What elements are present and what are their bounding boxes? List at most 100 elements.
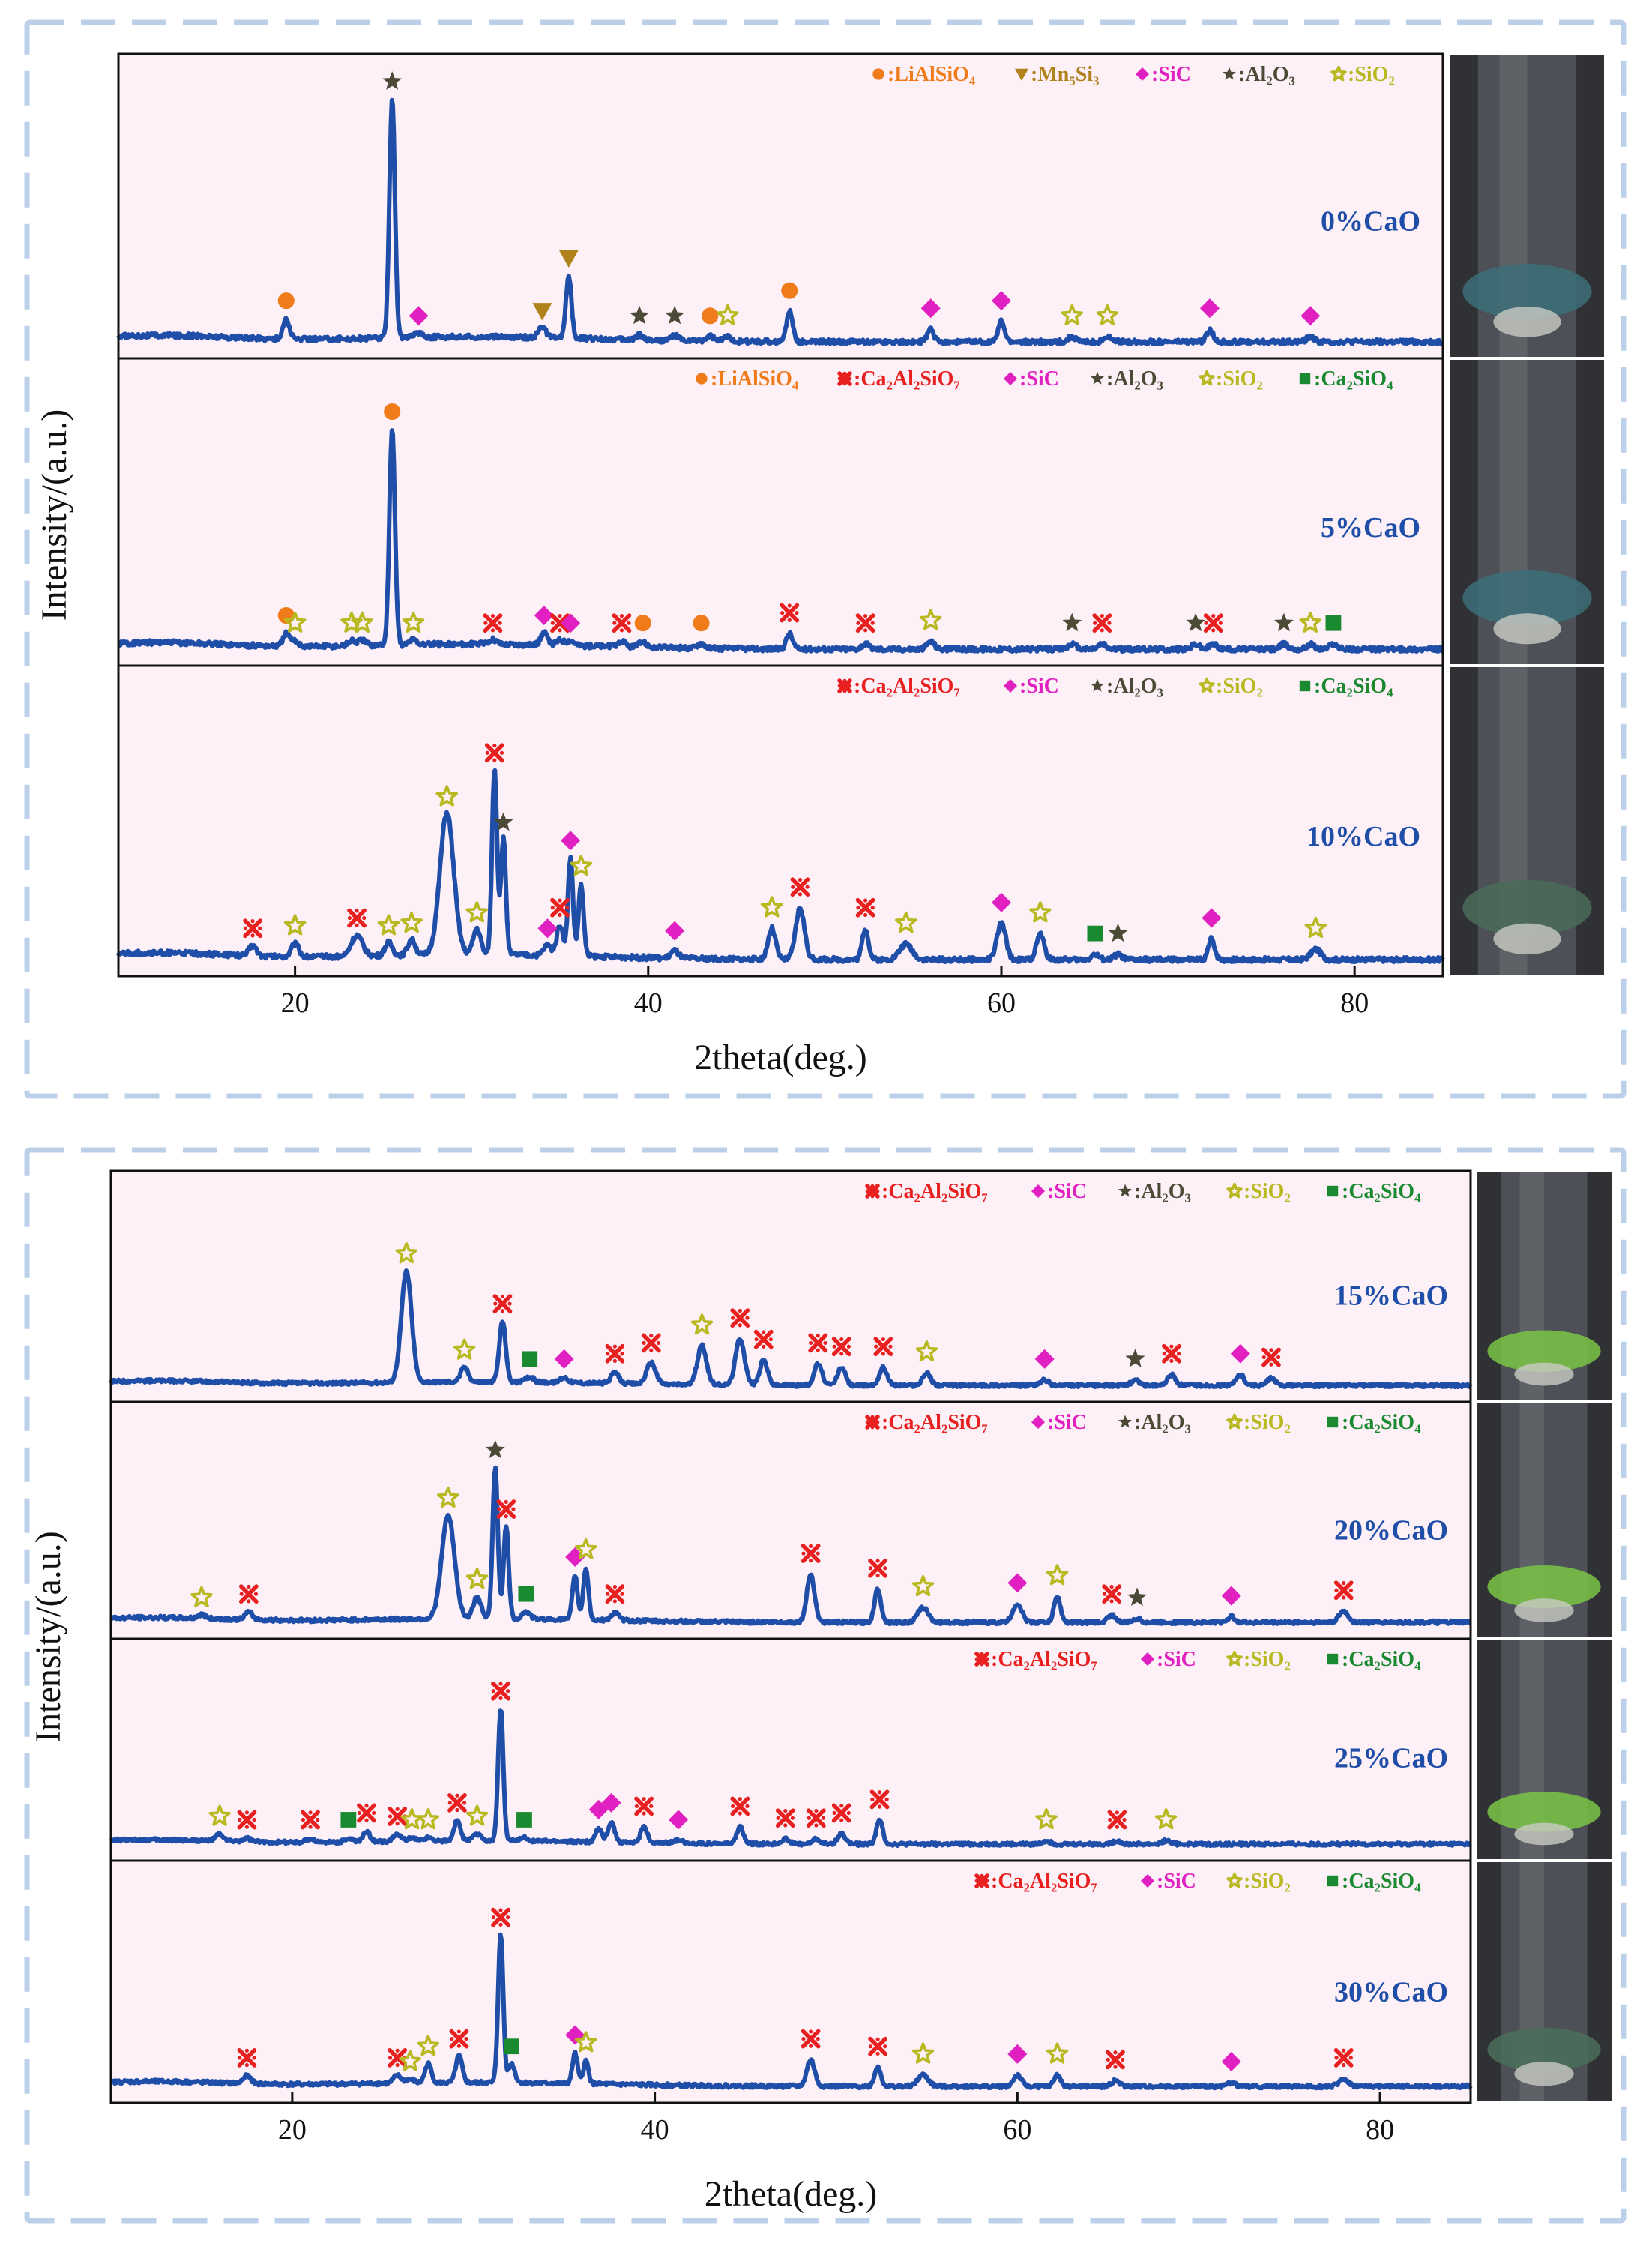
peak-marker-diamond	[1300, 306, 1321, 326]
peak-marker-cross-mark	[801, 2029, 821, 2049]
panel-background	[118, 54, 1443, 358]
legend-marker-diamond	[1031, 1184, 1045, 1198]
peak-marker-star	[630, 305, 649, 325]
legend-item-diamond: :SiC	[1031, 1180, 1087, 1203]
x-tick-label: 80	[1340, 987, 1369, 1019]
legend-label: :SiC	[1157, 1870, 1196, 1893]
legend-marker-star-open	[1226, 1650, 1243, 1667]
peak-marker-cross-mark	[1203, 613, 1223, 633]
peak-marker-cross-mark	[491, 1907, 510, 1927]
legend-item-star: :Al₂O₃	[1091, 675, 1163, 698]
peak-marker-star	[1127, 1587, 1147, 1607]
legend-marker-star	[1223, 67, 1236, 80]
legend-marker-diamond	[1136, 67, 1149, 81]
lower-group-frame	[24, 1147, 1627, 2224]
peak-marker-diamond	[409, 306, 429, 326]
peak-marker-cross-mark	[1092, 613, 1112, 633]
legend-marker-cross-mark	[865, 1184, 880, 1199]
legend-marker-star-open	[1226, 1872, 1243, 1888]
peak-marker-star	[382, 71, 403, 90]
peak-marker-cross-mark	[1333, 1580, 1354, 1601]
peak-marker-star-open	[190, 1586, 213, 1607]
legend-label: :SiO₂	[1243, 1180, 1291, 1203]
legend-item-star: :Al₂O₃	[1091, 367, 1163, 391]
legend-marker-cross-mark	[974, 1873, 989, 1888]
peak-marker-star-open	[453, 1338, 476, 1360]
peak-marker-cross-mark	[483, 613, 503, 633]
x-axis-title: 2theta(deg.)	[705, 2174, 878, 2214]
y-axis-title: Intensity/(a.u.)	[28, 1531, 68, 1743]
legend-marker-triangle-down	[1015, 68, 1028, 81]
peak-marker-cross-mark	[492, 1294, 513, 1313]
peak-marker-star-open	[399, 2050, 421, 2071]
legend-marker-star-open	[1226, 1413, 1243, 1430]
legend-item-cross-mark: :Ca₂Al₂SiO₇	[837, 675, 960, 698]
xrd-trace-10%CaO	[116, 768, 1445, 965]
legend-marker-diamond	[1004, 679, 1017, 693]
legend-marker-star-open	[1330, 65, 1347, 82]
legend-item-star-open: :SiO₂	[1199, 367, 1263, 391]
legend-item-star-open: :SiO₂	[1199, 675, 1263, 698]
peak-marker-star	[665, 305, 685, 325]
legend-label: :Al₂O₃	[1134, 1180, 1191, 1203]
legend-marker-square	[1327, 1875, 1339, 1887]
peak-marker-star	[485, 1439, 505, 1459]
peak-marker-star-open	[402, 611, 425, 633]
legend-item-diamond: :SiC	[1004, 675, 1059, 698]
panel-background	[111, 1861, 1471, 2103]
legend-label: :Ca₂SiO₄	[1314, 367, 1393, 391]
peak-marker-star-open	[437, 1486, 459, 1508]
y-axis-title: Intensity/(a.u.)	[34, 409, 74, 621]
peak-marker-cross-mark	[496, 1499, 516, 1519]
legend-label: :Ca₂Al₂SiO₇	[881, 1411, 988, 1434]
peak-marker-star-open	[920, 609, 942, 630]
legend-item-cross-mark: :Ca₂Al₂SiO₇	[974, 1870, 1097, 1893]
legend-item-circle: :LiAlSiO₄	[696, 367, 799, 391]
legend-item-star-open: :SiO₂	[1226, 1411, 1291, 1434]
legend-label: :SiC	[1151, 63, 1191, 86]
legend-label: :Ca₂SiO₄	[1342, 1870, 1421, 1893]
legend-item-diamond: :SiC	[1136, 63, 1191, 86]
legend-marker-star-open	[1199, 677, 1215, 693]
legend-marker-circle	[696, 373, 708, 385]
x-tick-label: 20	[281, 987, 310, 1019]
peak-marker-star	[493, 812, 513, 831]
peak-marker-cross-mark	[1162, 1343, 1181, 1364]
peak-marker-star	[1062, 612, 1082, 632]
legend-marker-square	[1299, 680, 1311, 692]
peak-marker-star	[1274, 612, 1294, 632]
legend-label: :Ca₂SiO₄	[1342, 1411, 1421, 1434]
peak-marker-cross-mark	[301, 1810, 320, 1830]
x-tick-label: 20	[278, 2114, 307, 2146]
peak-marker-square	[1325, 615, 1342, 631]
peak-marker-star	[1125, 1349, 1145, 1367]
xrd-panel-0%CaO: 0%CaO:LiAlSiO₄:Mn₅Si₃:SiC:Al₂O₃:SiO₂	[116, 52, 1444, 360]
peak-marker-cross-mark	[1106, 2050, 1125, 2070]
legend-item-square: :Ca₂SiO₄	[1327, 1411, 1421, 1434]
peak-marker-star-open	[465, 1804, 489, 1826]
legend-item-square: :Ca₂SiO₄	[1327, 1870, 1421, 1893]
legend-label: :LiAlSiO₄	[711, 367, 799, 391]
legend-label: :SiC	[1157, 1648, 1196, 1671]
legend-label: :SiC	[1047, 1180, 1087, 1203]
xrd-panel-15%CaO: 15%CaO:Ca₂Al₂SiO₇:SiC:Al₂O₃:SiO₂:Ca₂SiO₄	[109, 1169, 1473, 1403]
legend: :Ca₂Al₂SiO₇ :SiC :SiO₂ :Ca₂SiO₄	[974, 1870, 1421, 1893]
peak-marker-square	[516, 1812, 532, 1828]
peak-marker-triangle-down	[558, 250, 579, 268]
sample-label: 10%CaO	[1306, 821, 1420, 852]
x-tick-label: 40	[641, 2114, 669, 2146]
peak-marker-triangle-down	[532, 303, 552, 321]
legend-marker-star	[1118, 1415, 1132, 1428]
legend-item-diamond: :SiC	[1031, 1411, 1087, 1434]
peak-marker-cross-mark	[447, 1792, 467, 1813]
legend-marker-diamond	[1004, 372, 1017, 385]
sample-photo	[1450, 667, 1604, 975]
peak-marker-diamond	[561, 613, 581, 633]
legend-label: :SiO₂	[1243, 1870, 1291, 1893]
peak-marker-cross-mark	[801, 1544, 821, 1563]
legend-label: :SiC	[1019, 675, 1059, 698]
peak-marker-cross-mark	[484, 743, 504, 763]
peak-marker-diamond	[601, 1792, 621, 1813]
legend-marker-cross-mark	[974, 1652, 989, 1667]
panel-background	[111, 1639, 1471, 1861]
